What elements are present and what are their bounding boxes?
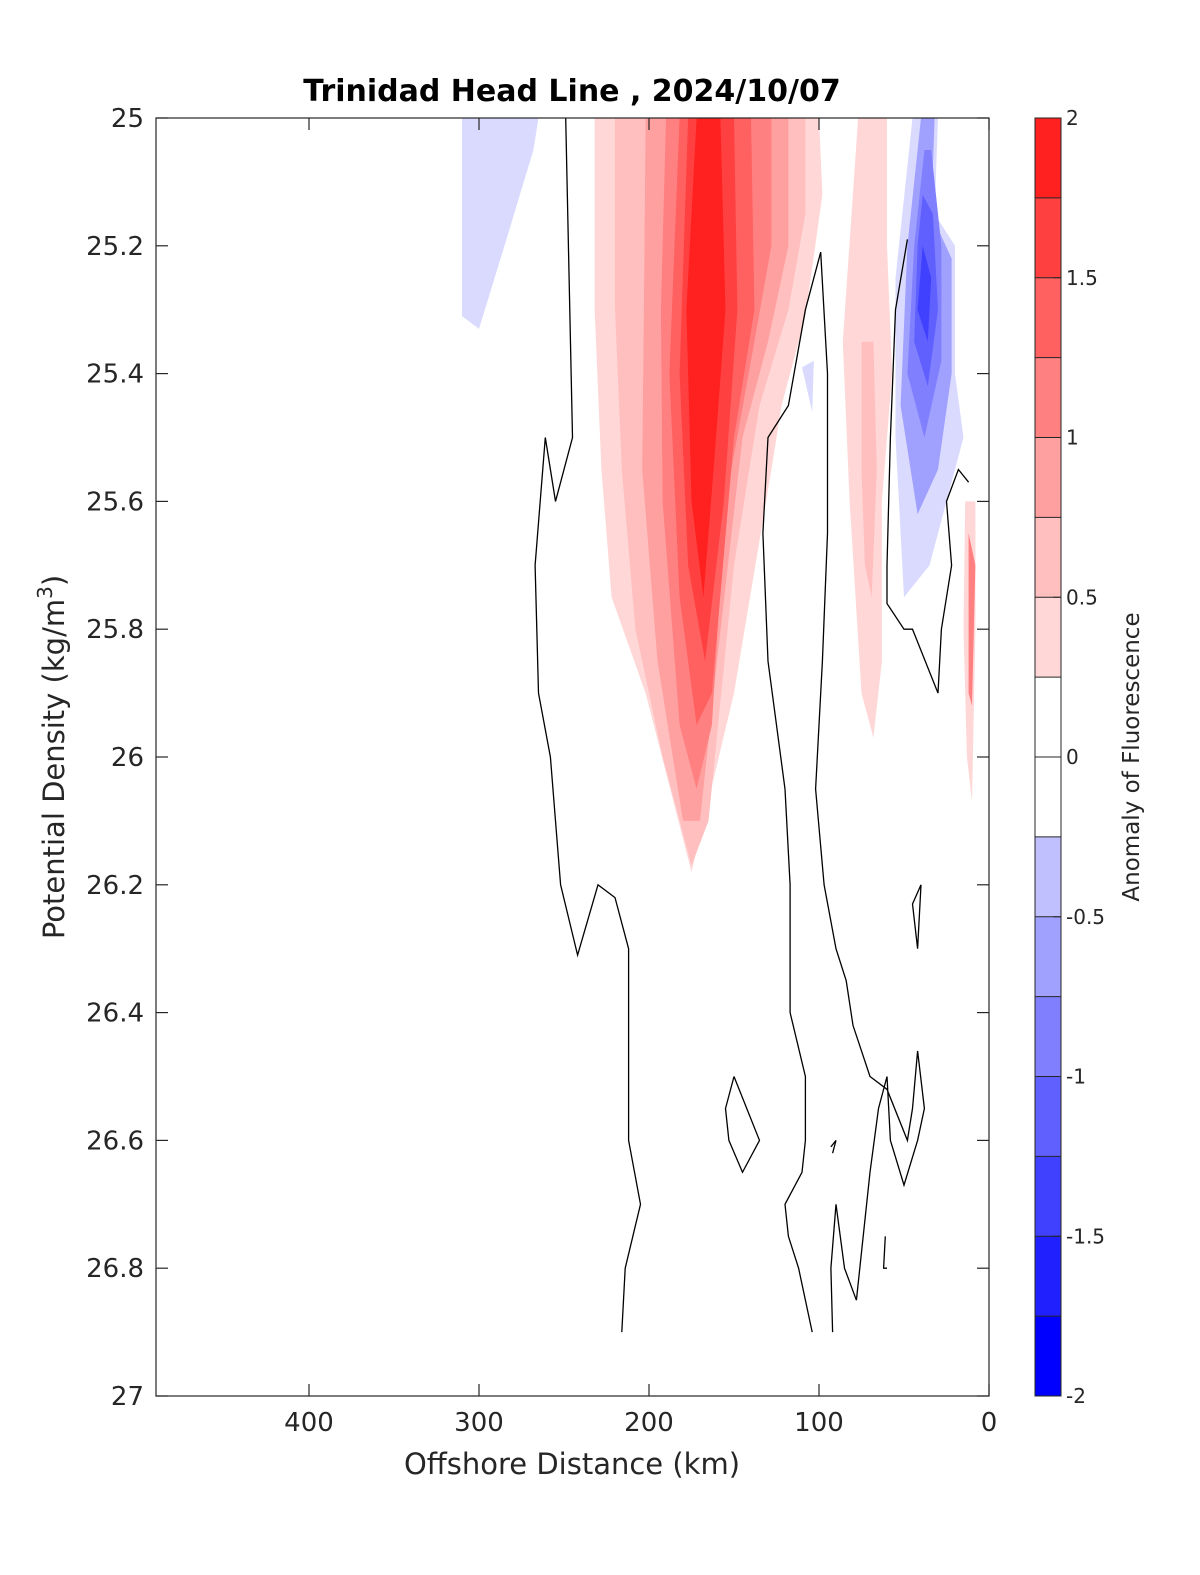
filled-region-0 [462,118,539,329]
x-tick-label: 300 [454,1408,504,1438]
y-tick-label: 26.8 [86,1254,144,1284]
y-tick-label: 25.6 [86,487,144,517]
filled-region-7 [686,118,726,598]
colorbar-tick-label: -1.5 [1066,1224,1105,1248]
contour-line-3 [886,239,970,694]
colorbar-tick-label: -1 [1066,1065,1086,1089]
filled-region-16 [968,533,976,706]
y-tick-label: 25 [111,104,144,134]
colorbar-tick-label: 0.5 [1066,585,1098,609]
colorbar-band-4 [1035,996,1061,1077]
colorbar-band-15 [1035,118,1061,198]
colorbar-band-1 [1035,1236,1061,1317]
y-tick-label: 25.8 [86,615,144,645]
y-axis-label-main: Potential Density (kg/m [37,599,71,939]
filled-region-17 [802,360,814,412]
contour-line-1 [762,252,822,1333]
colorbar-band-12 [1035,357,1061,438]
x-tick-label: 100 [794,1408,844,1438]
contour-line-0 [534,118,642,1333]
colorbar-band-2 [1035,1156,1061,1237]
colorbar-ticks: -2 -1.5 -1 -0.5 0 0.5 1 1.5 2 [1035,106,1105,1408]
contour-line-2 [814,252,926,1333]
zero-contour-lines [534,118,970,1333]
colorbar-band-0 [1035,1316,1061,1396]
colorbar-tick-label: -2 [1066,1384,1086,1408]
contour-line-6 [830,1139,837,1154]
colorbar-band-9 [1035,597,1061,678]
x-tick-label: 400 [284,1408,334,1438]
y-tick-label: 26.6 [86,1126,144,1156]
colorbar-band-10 [1035,517,1061,598]
y-tick-label: 26.4 [86,999,144,1029]
contour-line-5 [724,1076,761,1174]
colorbar-band-7 [1035,757,1061,837]
filled-region-14 [917,245,932,342]
colorbar-band-3 [1035,1076,1061,1157]
y-axis-ticks: 25 25.2 25.4 25.6 25.8 26 26.2 26.4 26.6 26.8 27 [86,104,989,1412]
y-tick-label: 25.4 [86,360,144,390]
x-tick-label: 0 [981,1408,998,1438]
y-tick-label: 26.2 [86,871,144,901]
colorbar-band-5 [1035,916,1061,997]
colorbar-band-14 [1035,197,1061,278]
y-axis-label: Potential Density (kg/m3) [33,575,71,939]
y-axis-label-superscript: 3 [33,586,57,599]
chart-title: Trinidad Head Line , 2024/10/07 [303,74,840,109]
colorbar-label: Anomaly of Fluorescence [1119,612,1145,901]
colorbar-tick-label: 1 [1066,426,1079,450]
y-axis-label-close: ) [37,575,71,586]
x-tick-label: 200 [624,1408,674,1438]
plot-area: 400 300 200 100 0 25 25.2 25.4 25.6 25.8 26 26.2 26… [86,104,997,1438]
filled-region-9 [861,341,877,598]
colorbar-bands [1035,118,1061,1396]
x-axis-ticks: 400 300 200 100 0 [284,118,997,1438]
colorbar-band-6 [1035,836,1061,917]
y-tick-label: 26 [111,743,144,773]
colorbar-band-8 [1035,677,1061,757]
colorbar-band-13 [1035,277,1061,358]
filled-contours [462,118,976,872]
y-tick-label: 25.2 [86,232,144,262]
colorbar-tick-label: -0.5 [1066,905,1105,929]
colorbar-band-11 [1035,437,1061,518]
x-axis-label: Offshore Distance (km) [404,1447,740,1481]
colorbar-tick-label: 2 [1066,106,1079,130]
colorbar: -2 -1.5 -1 -0.5 0 0.5 1 1.5 2 Anomaly of Fluores… [1034,106,1145,1408]
contour-line-4 [911,884,922,949]
contour-line-7 [882,1236,887,1269]
y-tick-label: 27 [111,1382,144,1412]
colorbar-tick-label: 1.5 [1066,266,1098,290]
colorbar-tick-label: 0 [1066,745,1079,769]
